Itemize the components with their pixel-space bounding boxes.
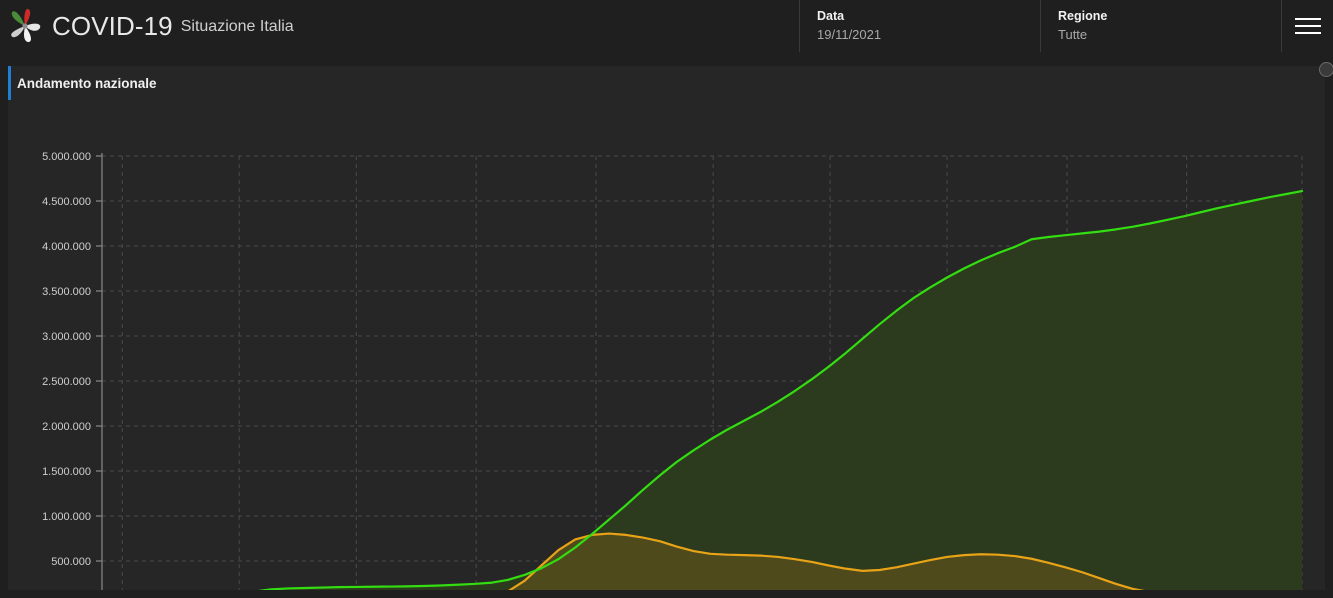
- panel-title: Andamento nazionale: [17, 75, 157, 91]
- y-tick-label: 4.500.000: [42, 196, 91, 208]
- y-tick-label: 2.500.000: [42, 376, 91, 388]
- y-tick-label: 4.000.000: [42, 241, 91, 253]
- filter-regione-label: Regione: [1058, 9, 1108, 23]
- header-spacer: [294, 0, 799, 52]
- filter-data-value: 19/11/2021: [817, 27, 882, 42]
- filter-regione-value: Tutte: [1058, 27, 1088, 42]
- protezione-civile-logo-icon: [11, 8, 41, 43]
- brand-title: COVID-19: [52, 10, 173, 41]
- y-tick-label: 1.500.000: [42, 466, 91, 478]
- y-tick-label: 3.500.000: [42, 286, 91, 298]
- y-tick-label: 1.000.000: [42, 511, 91, 523]
- chart-y-tick-labels: 0500.0001.000.0001.500.0002.000.0002.500…: [42, 151, 91, 568]
- chart-svg: 0500.0001.000.0001.500.0002.000.0002.500…: [42, 151, 1304, 590]
- filter-regione[interactable]: Regione Tutte: [1040, 0, 1281, 52]
- panel-header: Andamento nazionale: [8, 62, 1333, 100]
- y-tick-label: 500.000: [51, 556, 91, 568]
- app-header: COVID-19 Situazione Italia Data 19/11/20…: [0, 0, 1333, 52]
- filter-data[interactable]: Data 19/11/2021: [799, 0, 1040, 52]
- chart-area-fills: [266, 191, 1302, 590]
- chart-series-lines: [257, 190, 1304, 590]
- y-tick-label: 5.000.000: [42, 151, 91, 163]
- menu-button[interactable]: [1281, 0, 1333, 52]
- panel-accent-bar: [8, 66, 11, 100]
- chart-gridlines: [102, 155, 1303, 590]
- brand: COVID-19 Situazione Italia: [0, 0, 294, 52]
- filter-data-label: Data: [817, 9, 845, 23]
- y-tick-label: 3.000.000: [42, 331, 91, 343]
- chart-axes: [96, 153, 103, 590]
- hamburger-icon: [1294, 13, 1321, 39]
- info-circle-icon[interactable]: [1319, 62, 1333, 77]
- national-trend-chart[interactable]: 0500.0001.000.0001.500.0002.000.0002.500…: [8, 100, 1325, 590]
- chart-panel: Andamento nazionale 0500.0001.000.0001.5…: [8, 62, 1333, 590]
- y-tick-label: 2.000.000: [42, 421, 91, 433]
- brand-subtitle: Situazione Italia: [180, 18, 294, 35]
